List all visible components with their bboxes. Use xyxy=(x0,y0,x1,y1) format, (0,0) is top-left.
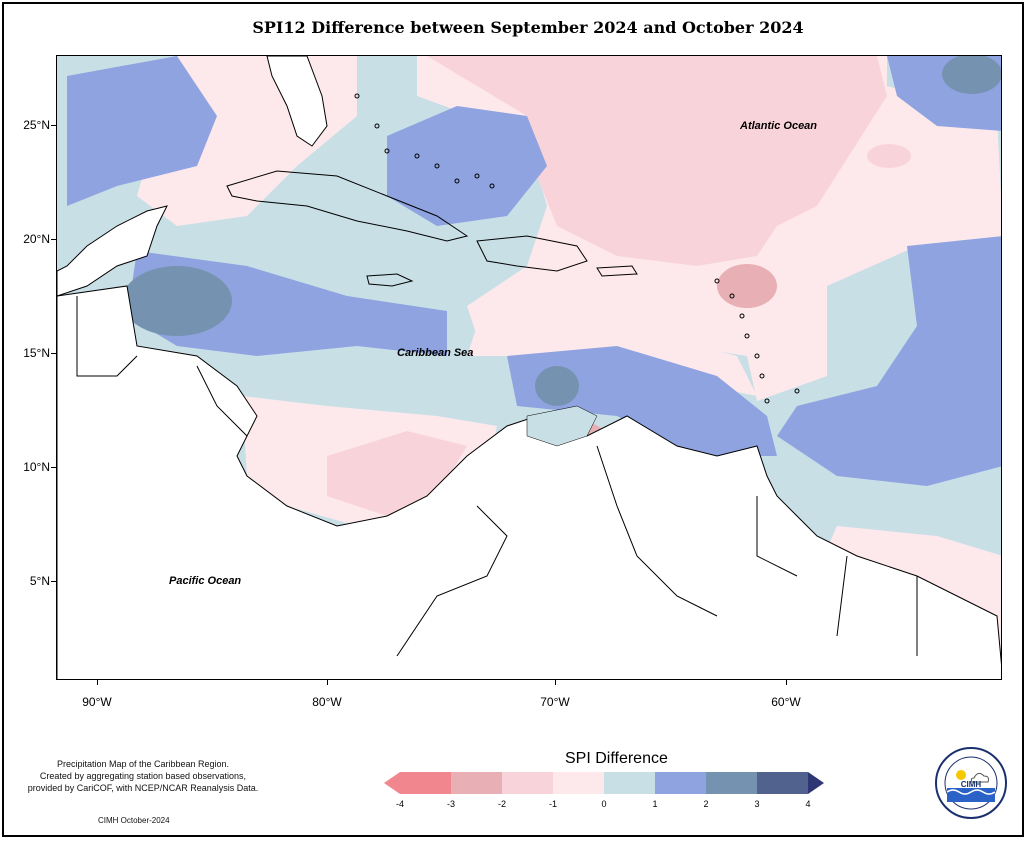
lon-label-90w: 90°W xyxy=(82,695,112,709)
map-caption: Precipitation Map of the Caribbean Regio… xyxy=(8,758,278,794)
legend-cell xyxy=(451,772,502,794)
land-yucatan xyxy=(57,205,168,297)
legend-cell xyxy=(502,772,553,794)
caption-line: provided by CariCOF, with NCEP/NCAR Rean… xyxy=(27,783,259,793)
field-positive-east-atlantic xyxy=(777,236,1001,486)
logo-text: CIMH xyxy=(961,780,982,789)
legend-cell xyxy=(553,772,604,794)
lat-label-10n: 10°N xyxy=(23,460,50,474)
legend-tick-label: 2 xyxy=(703,799,709,809)
field-negative-patch xyxy=(717,264,777,308)
land-puerto-rico xyxy=(596,265,638,277)
lat-label-25n: 25°N xyxy=(23,118,50,132)
legend-tick-label: 4 xyxy=(805,799,811,809)
lat-tick xyxy=(51,239,56,240)
field-positive-bahamas xyxy=(387,106,547,226)
lat-tick xyxy=(51,125,56,126)
map-panel xyxy=(56,55,1002,680)
caption-line: Created by aggregating station based obs… xyxy=(39,771,247,781)
legend-colorbar xyxy=(384,772,824,794)
map-title: SPI12 Difference between September 2024 … xyxy=(252,18,804,37)
land-jamaica xyxy=(366,273,414,287)
legend-cell xyxy=(400,772,451,794)
land-lesser-antilles xyxy=(714,278,800,404)
lat-label-15n: 15°N xyxy=(23,346,50,360)
legend-tick-label: -2 xyxy=(497,799,506,809)
land-cuba xyxy=(226,170,469,242)
legend-tick-label: -3 xyxy=(446,799,455,809)
legend-cell xyxy=(604,772,655,794)
legend-arrow-right xyxy=(808,772,824,794)
legend-cell xyxy=(655,772,706,794)
lat-tick xyxy=(51,581,56,582)
field-positive-strong-south xyxy=(535,366,579,406)
legend-cell xyxy=(757,772,808,794)
lon-tick xyxy=(97,680,98,685)
lon-label-60w: 60°W xyxy=(771,695,801,709)
legend-cell xyxy=(706,772,757,794)
label-caribbean-sea: Caribbean Sea xyxy=(397,347,474,359)
lon-label-80w: 80°W xyxy=(312,695,342,709)
lon-tick xyxy=(555,680,556,685)
lat-tick xyxy=(51,353,56,354)
legend-tick-label: 1 xyxy=(652,799,658,809)
land-bahamas xyxy=(354,93,495,189)
field-positive-strong-northeast xyxy=(942,56,1001,94)
legend-tick-label: -1 xyxy=(548,799,557,809)
caption-line: Precipitation Map of the Caribbean Regio… xyxy=(56,759,230,769)
country-borders xyxy=(76,296,918,657)
legend-title: SPI Difference xyxy=(565,750,668,767)
field-negative-moderate xyxy=(427,56,887,266)
lon-label-70w: 70°W xyxy=(540,695,570,709)
field-positive-strong-west xyxy=(122,266,232,336)
lat-label-5n: 5°N xyxy=(29,574,50,588)
credit-text: CIMH October-2024 xyxy=(98,816,170,825)
legend-tick-label: 0 xyxy=(601,799,607,809)
lon-tick xyxy=(327,680,328,685)
label-atlantic-ocean: Atlantic Ocean xyxy=(740,120,818,132)
legend-tick-label: -4 xyxy=(395,799,404,809)
lat-label-20n: 20°N xyxy=(23,232,50,246)
lat-tick xyxy=(51,467,56,468)
spi-difference-map xyxy=(57,56,1001,679)
land-florida xyxy=(266,56,328,147)
legend-arrow-left xyxy=(384,772,400,794)
cimh-logo-icon: CIMH xyxy=(935,747,1007,819)
field-negative-patch-2 xyxy=(867,144,911,168)
field-positive-southern-caribbean xyxy=(507,346,777,456)
legend-tick-label: 3 xyxy=(754,799,760,809)
field-positive-northwest xyxy=(67,56,217,206)
land-hispaniola xyxy=(476,235,588,272)
lake-maracaibo xyxy=(526,405,598,447)
label-pacific-ocean: Pacific Ocean xyxy=(169,575,242,587)
lon-tick xyxy=(786,680,787,685)
